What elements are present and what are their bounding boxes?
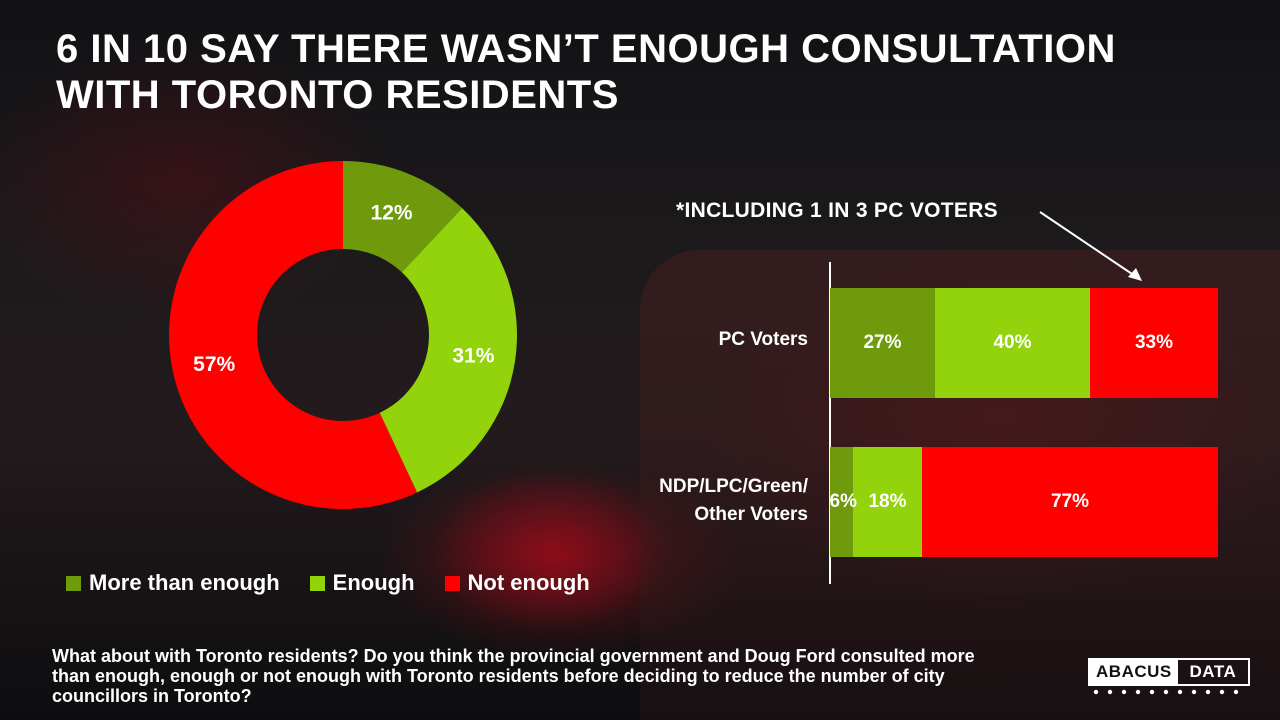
stacked-bar-other-voters: 18% 77% — [830, 447, 1218, 557]
legend-label-not-enough: Not enough — [467, 570, 590, 595]
bar-axis-line — [829, 262, 831, 584]
donut-slice-enough — [379, 208, 518, 493]
legend-swatch-not-enough — [444, 575, 460, 591]
abacus-data-logo: ABACUS DATA — [1088, 658, 1250, 686]
bar-label-more-than-enough-row-2: 6% — [829, 491, 857, 512]
bar-row-label-other-line-2: Other Voters — [694, 504, 808, 525]
bar-label-not-enough-row-1: 33% — [1134, 332, 1174, 353]
logo-word-data: DATA — [1189, 662, 1237, 681]
bar-segment-more-than-enough-row-1: 27% — [830, 288, 935, 398]
legend-swatch-more-than-enough — [66, 575, 81, 591]
pc-voters-annotation: *INCLUDING 1 IN 3 PC VOTERS — [676, 199, 998, 222]
bar-row-label-other-line-1: NDP/LPC/Green/ — [659, 476, 808, 497]
annotation-arrow-icon — [1039, 211, 1142, 281]
bar-segment-more-than-enough-row-2 — [830, 447, 853, 557]
bar-row-label-other-voters: NDP/LPC/Green/ Other Voters — [659, 473, 808, 529]
logo-dots-icon — [1093, 689, 1239, 695]
legend-swatch-enough — [309, 575, 325, 591]
legend-label-more-than-enough: More than enough — [89, 570, 280, 595]
legend-item-not-enough: Not enough — [444, 570, 590, 596]
bar-label-enough-row-2: 18% — [868, 491, 907, 512]
page-title: 6 IN 10 SAY THERE WASN’T ENOUGH CONSULTA… — [56, 26, 1216, 118]
donut-chart: 12% 31% 57% — [169, 161, 518, 509]
logo-word-abacus: ABACUS — [1090, 660, 1178, 684]
bar-segment-enough-row-1: 40% — [935, 288, 1090, 398]
bar-segment-not-enough-row-1: 33% — [1090, 288, 1218, 398]
bar-label-not-enough-row-2: 77% — [1050, 491, 1090, 512]
title-line-2: WITH TORONTO RESIDENTS — [56, 73, 619, 117]
legend-item-more-than-enough: More than enough — [66, 570, 280, 596]
bar-label-more-than-enough-row-1: 27% — [863, 332, 902, 353]
survey-question: What about with Toronto residents? Do yo… — [52, 646, 975, 706]
chart-legend: More than enough Enough Not enough — [66, 568, 620, 598]
legend-item-enough: Enough — [309, 570, 415, 596]
donut-label-not-enough: 57% — [193, 353, 235, 376]
bar-label-enough-row-1: 40% — [993, 332, 1032, 353]
bar-row-label-pc-voters-text: PC Voters — [718, 329, 808, 350]
stacked-bar-pc-voters: 27% 40% 33% — [830, 288, 1218, 398]
bar-row-label-pc-voters: PC Voters — [719, 326, 808, 354]
bar-segment-enough-row-2: 18% — [853, 447, 922, 557]
donut-slice-not-enough — [169, 161, 418, 509]
title-line-1: 6 IN 10 SAY THERE WASN’T ENOUGH CONSULTA… — [56, 27, 1116, 71]
donut-slice-more-than-enough — [343, 161, 463, 273]
legend-label-enough: Enough — [332, 570, 415, 595]
donut-label-more-than-enough: 12% — [371, 201, 413, 224]
donut-label-enough: 31% — [452, 345, 494, 368]
bar-segment-not-enough-row-2: 77% — [922, 447, 1218, 557]
